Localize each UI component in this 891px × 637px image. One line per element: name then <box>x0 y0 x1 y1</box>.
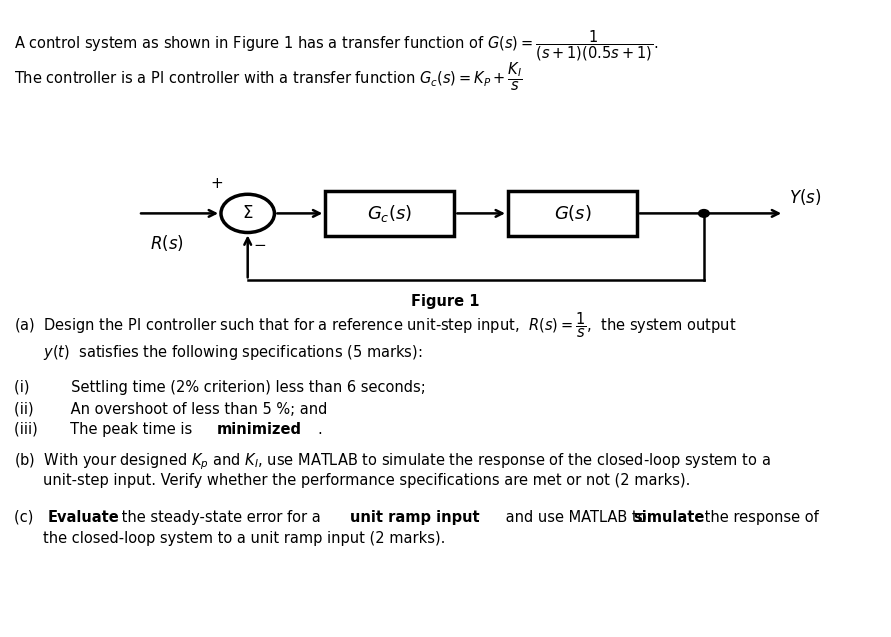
Circle shape <box>699 210 709 217</box>
Text: the response of: the response of <box>700 510 819 525</box>
Text: (c): (c) <box>14 510 43 525</box>
Text: (ii)        An overshoot of less than 5 %; and: (ii) An overshoot of less than 5 %; and <box>14 401 328 417</box>
Text: $\Sigma$: $\Sigma$ <box>242 204 253 222</box>
Text: the steady-state error for a: the steady-state error for a <box>117 510 325 525</box>
Text: $G_c(s)$: $G_c(s)$ <box>367 203 413 224</box>
Text: simulate: simulate <box>634 510 705 525</box>
Text: unit-step input. Verify whether the performance specifications are met or not (2: unit-step input. Verify whether the perf… <box>43 473 691 488</box>
Text: (a)  Design the PI controller such that for a reference unit-step input,  $R(s) : (a) Design the PI controller such that f… <box>14 311 737 340</box>
Text: Evaluate: Evaluate <box>47 510 119 525</box>
Text: (i)         Settling time (2% criterion) less than 6 seconds;: (i) Settling time (2% criterion) less th… <box>14 380 426 396</box>
Text: (b)  With your designed $K_p$ and $K_I$, use MATLAB to simulate the response of : (b) With your designed $K_p$ and $K_I$, … <box>14 451 771 471</box>
Text: unit ramp input: unit ramp input <box>350 510 479 525</box>
Text: $R(s)$: $R(s)$ <box>150 233 184 252</box>
Text: minimized: minimized <box>217 422 301 438</box>
Text: $Y(s)$: $Y(s)$ <box>789 187 822 208</box>
Text: the closed-loop system to a unit ramp input (2 marks).: the closed-loop system to a unit ramp in… <box>43 531 446 547</box>
FancyBboxPatch shape <box>508 191 637 236</box>
Text: $G(s)$: $G(s)$ <box>553 203 592 224</box>
Text: A control system as shown in Figure 1 has a transfer function of $G(s) = \dfrac{: A control system as shown in Figure 1 ha… <box>14 29 658 63</box>
Text: $y(t)$  satisfies the following specifications (5 marks):: $y(t)$ satisfies the following specifica… <box>43 343 422 362</box>
FancyBboxPatch shape <box>325 191 454 236</box>
Text: +: + <box>210 176 223 191</box>
Text: and use MATLAB to: and use MATLAB to <box>501 510 650 525</box>
Text: .: . <box>317 422 322 438</box>
Text: $-$: $-$ <box>253 236 266 251</box>
Text: Figure 1: Figure 1 <box>412 294 479 310</box>
Text: The controller is a PI controller with a transfer function $G_c(s) = K_P + \dfra: The controller is a PI controller with a… <box>14 61 523 93</box>
Text: (iii)       The peak time is: (iii) The peak time is <box>14 422 197 438</box>
